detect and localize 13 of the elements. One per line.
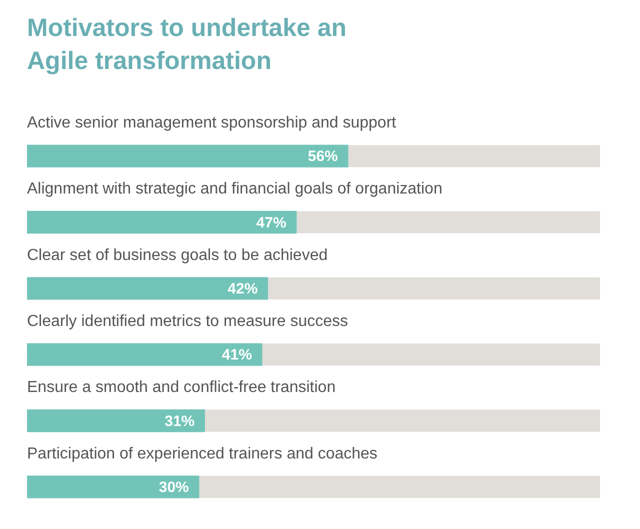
y-tick-label: Clearly identified metrics to measure success (27, 312, 348, 330)
y-tick-label: Clear set of business goals to be achieved (27, 246, 328, 264)
y-tick-label: Participation of experienced trainers and coaches (27, 445, 378, 462)
data-label: 42% (228, 280, 258, 298)
data-label: 41% (222, 346, 252, 364)
data-label: 31% (164, 412, 195, 430)
data-label: 30% (158, 479, 189, 496)
chart-title: Motivators to undertake an Agile transformation (27, 13, 348, 77)
data-label: 47% (256, 214, 286, 232)
y-tick-label: Ensure a smooth and conflict-free transition (27, 379, 336, 396)
data-label: 56% (308, 148, 338, 166)
y-tick-label: Active senior management sponsorship and support (27, 114, 397, 132)
y-tick-label: Alignment with strategic and financial goals of organization (27, 180, 442, 198)
